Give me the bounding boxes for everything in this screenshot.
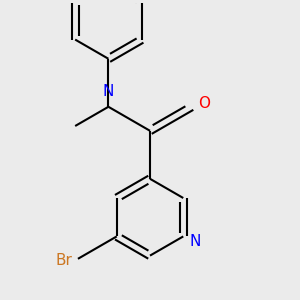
Text: Br: Br (56, 253, 73, 268)
Text: O: O (198, 96, 210, 111)
Text: N: N (103, 84, 114, 99)
Text: N: N (190, 234, 201, 249)
